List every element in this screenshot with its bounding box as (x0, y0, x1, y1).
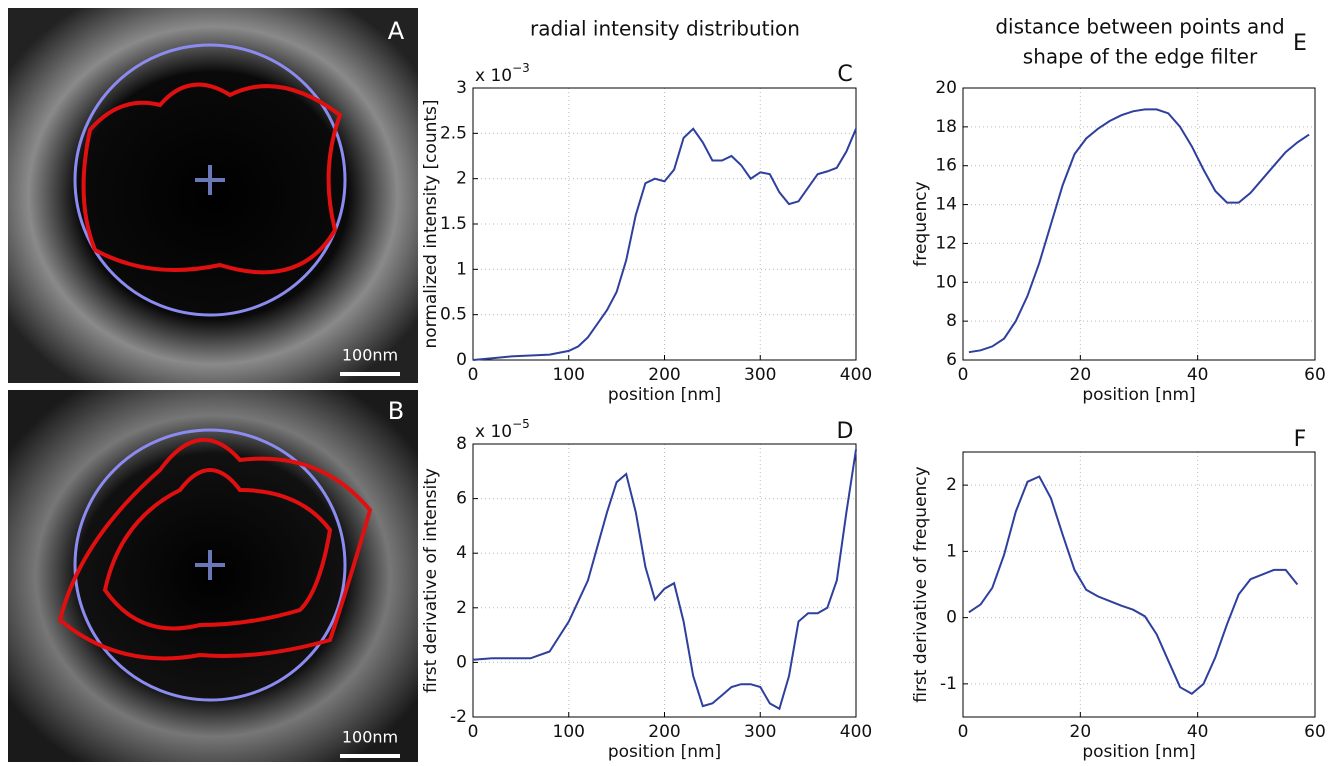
y-tick-label: 2 (946, 475, 957, 495)
panel-label: D (837, 419, 854, 444)
micrograph (8, 8, 418, 383)
column-title: shape of the edge filter (1023, 45, 1258, 69)
y-tick-label: 8 (456, 434, 467, 454)
edge-contour (81, 82, 343, 275)
multiplier-base: x 10 (475, 422, 512, 442)
column-title: distance between points and (995, 15, 1284, 39)
y-tick-label: 10 (935, 272, 957, 292)
x-tick-label: 20 (1070, 365, 1092, 385)
x-tick-label: 20 (1070, 722, 1092, 742)
axes-box (962, 87, 1316, 361)
panel-label: B (388, 397, 404, 425)
fit-circle (73, 428, 347, 702)
multiplier-exponent: −3 (512, 61, 530, 75)
y-tick-label: 6 (456, 489, 467, 509)
x-axis-label: position [nm] (608, 385, 721, 405)
data-line (472, 449, 857, 711)
data-line (472, 127, 857, 361)
x-tick-label: 400 (840, 722, 872, 742)
image-b: B 100nm (8, 390, 418, 762)
y-tick-label: 12 (935, 233, 957, 253)
y-axis-label: first derivative of frequency (911, 466, 931, 702)
y-tick-label: 2 (456, 169, 467, 189)
axes-box (962, 451, 1316, 718)
x-tick-label: 60 (1304, 365, 1326, 385)
scale-bar-label: 100nm (342, 346, 398, 365)
y-tick-label: 2.5 (440, 123, 467, 143)
x-tick-label: 300 (744, 722, 776, 742)
x-tick-label: 60 (1304, 722, 1326, 742)
y-tick-label: 16 (935, 156, 957, 176)
edge-contour (102, 468, 333, 631)
image-a: A 100nm (8, 8, 418, 383)
y-tick-label: -1 (940, 674, 957, 694)
y-tick-label: 20 (935, 78, 957, 98)
multiplier-exponent: −5 (512, 417, 530, 431)
y-tick-label: 4 (456, 543, 467, 563)
x-tick-label: 200 (648, 365, 680, 385)
y-tick-label: 2 (456, 598, 467, 618)
y-tick-label: 0 (456, 652, 467, 672)
center-marker (195, 550, 225, 580)
center-marker (195, 165, 225, 195)
micrograph (8, 390, 418, 762)
column-title: radial intensity distribution (530, 17, 800, 41)
data-line (968, 108, 1310, 354)
y-axis-label: frequency (911, 181, 931, 266)
y-tick-label: -2 (450, 707, 467, 727)
scale-bar-label: 100nm (342, 728, 398, 747)
y-tick-label: 0 (946, 608, 957, 628)
x-axis-label: position [nm] (608, 742, 721, 762)
y-tick-label: 1 (946, 541, 957, 561)
axes-box (472, 87, 857, 361)
x-tick-label: 100 (553, 365, 585, 385)
x-tick-label: 40 (1187, 722, 1209, 742)
y-tick-label: 14 (935, 195, 957, 215)
panel-label: E (1293, 31, 1307, 56)
panel-label: C (837, 62, 852, 87)
y-tick-label: 6 (946, 350, 957, 370)
y-multiplier: x 10−5 (475, 417, 530, 443)
axes-box (472, 443, 857, 718)
x-tick-label: 400 (840, 365, 872, 385)
x-tick-label: 0 (468, 365, 479, 385)
y-tick-label: 1.5 (440, 214, 467, 234)
x-tick-label: 0 (958, 722, 969, 742)
x-axis-label: position [nm] (1082, 742, 1195, 762)
panel-label: A (388, 17, 405, 45)
x-axis-label: position [nm] (1082, 385, 1195, 405)
edge-contour (57, 437, 373, 661)
panel-label: F (1294, 427, 1307, 452)
y-tick-label: 0.5 (440, 305, 467, 325)
fit-circle (73, 43, 347, 317)
y-tick-label: 1 (456, 259, 467, 279)
y-axis-label: first derivative of intensity (421, 468, 441, 693)
x-tick-label: 200 (648, 722, 680, 742)
multiplier-base: x 10 (475, 66, 512, 86)
x-tick-label: 0 (958, 365, 969, 385)
data-line (968, 475, 1299, 696)
y-tick-label: 18 (935, 117, 957, 137)
x-tick-label: 0 (468, 722, 479, 742)
y-tick-label: 3 (456, 78, 467, 98)
y-tick-label: 0 (456, 350, 467, 370)
y-multiplier: x 10−3 (475, 61, 530, 87)
y-tick-label: 8 (946, 311, 957, 331)
x-tick-label: 40 (1187, 365, 1209, 385)
x-tick-label: 300 (744, 365, 776, 385)
x-tick-label: 100 (553, 722, 585, 742)
y-axis-label: normalized intensity [counts] (421, 99, 441, 348)
